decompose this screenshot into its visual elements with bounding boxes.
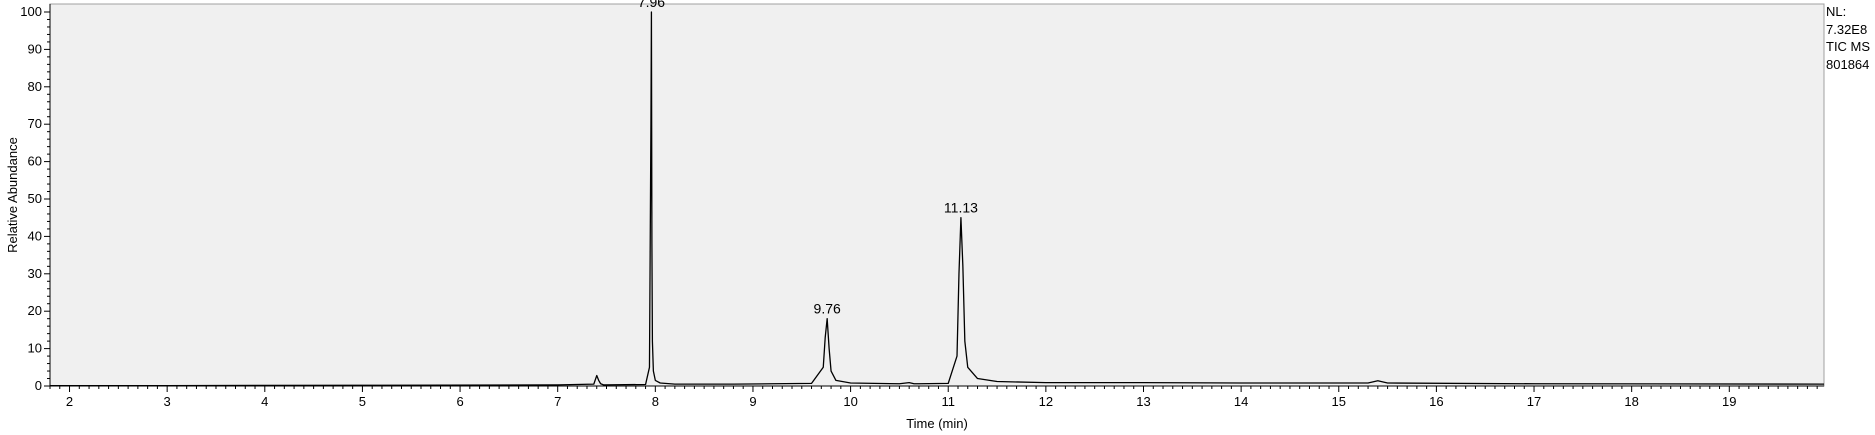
y-tick-label: 20 — [28, 303, 42, 318]
x-tick-label: 3 — [164, 394, 171, 409]
x-axis-ticks: 2 3 4 5 6 7 8 9 10 11 12 13 14 15 16 17 18 19 — [49, 386, 1818, 409]
y-tick-label: 40 — [28, 228, 42, 243]
nl-value: 7.32E8 — [1826, 21, 1868, 37]
x-tick-label: 16 — [1429, 394, 1443, 409]
y-tick-label: 90 — [28, 41, 42, 56]
x-tick-label: 9 — [749, 394, 756, 409]
x-tick-label: 10 — [843, 394, 857, 409]
y-tick-label: 70 — [28, 116, 42, 131]
y-tick-label: 10 — [28, 341, 42, 356]
peak-label: 9.76 — [814, 301, 841, 317]
x-tick-label: 8 — [652, 394, 659, 409]
series-group — [50, 11, 1825, 387]
y-tick-label: 30 — [28, 266, 42, 281]
x-tick-label: 12 — [1039, 394, 1053, 409]
scan-id: 801864 — [1826, 56, 1870, 72]
x-tick-label: 2 — [66, 394, 73, 409]
info-box: NL: 7.32E8 TIC MS 801864 — [1826, 3, 1870, 73]
peak-label: 11.13 — [944, 200, 978, 216]
x-axis-title: Time (min) — [906, 416, 968, 431]
x-tick-label: 13 — [1136, 394, 1150, 409]
x-tick-label: 18 — [1624, 394, 1638, 409]
x-tick-label: 19 — [1722, 394, 1736, 409]
x-tick-label: 7 — [554, 394, 561, 409]
nl-label: NL: — [1826, 4, 1847, 19]
x-tick-label: 14 — [1234, 394, 1248, 409]
x-tick-label: 5 — [359, 394, 366, 409]
x-tick-label: 17 — [1527, 394, 1541, 409]
x-tick-label: 15 — [1332, 394, 1346, 409]
tic-trace-line — [50, 11, 1825, 387]
y-tick-label: 60 — [28, 154, 42, 169]
peak-label: 7.96 — [638, 0, 665, 10]
axes — [49, 4, 1824, 387]
y-tick-label: 50 — [28, 191, 42, 206]
y-tick-label: 100 — [20, 4, 42, 19]
plot-area — [49, 3, 1825, 387]
x-tick-label: 11 — [941, 394, 955, 409]
y-tick-label: 0 — [35, 378, 42, 393]
y-tick-label: 80 — [28, 79, 42, 94]
y-axis-ticks: 0 10 20 30 40 50 60 70 80 90 100 — [20, 4, 50, 393]
scan-type: TIC MS — [1826, 39, 1871, 54]
x-tick-label: 6 — [456, 394, 463, 409]
y-axis-title: Relative Abundance — [5, 137, 20, 253]
peak-annotations: 7.96 9.76 11.13 — [638, 0, 978, 317]
x-tick-label: 4 — [261, 394, 268, 409]
